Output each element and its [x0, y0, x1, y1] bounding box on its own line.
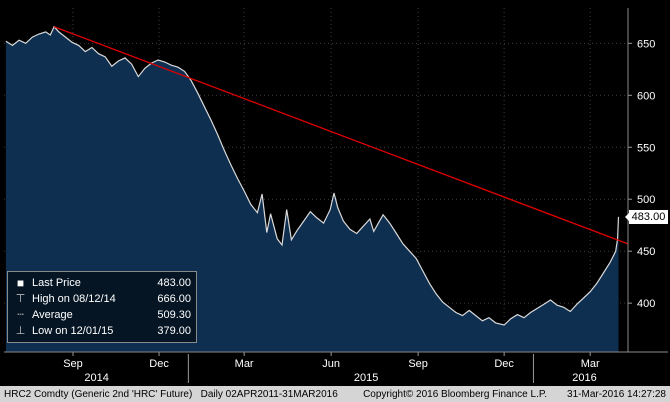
x-tick-label: Sep: [408, 358, 428, 370]
price-line: [5, 25, 620, 326]
price-chart: 400 450 500 550 600 650 Sep Dec Mar Jun Sep Dec Mar 2…: [4, 8, 668, 384]
year-label: 2014: [84, 372, 108, 384]
price-area: [5, 26, 619, 352]
legend-label: Low on 12/01/15: [32, 325, 114, 337]
year-label: 2016: [572, 372, 596, 384]
x-tick-label: Mar: [235, 358, 254, 370]
legend-label: High on 08/12/14: [32, 293, 116, 305]
x-tick-label: Sep: [63, 358, 83, 370]
legend-label: Average: [32, 309, 73, 321]
legend-row-low: ⊥ Low on 12/01/15 379.00: [13, 323, 191, 339]
y-tick-label: 550: [637, 142, 655, 154]
legend-value: 666.00: [157, 293, 191, 305]
legend-label: Last Price: [32, 277, 81, 289]
legend-value: 379.00: [157, 325, 191, 337]
y-tick-label: 600: [637, 90, 655, 102]
y-tick-label: 450: [637, 246, 655, 258]
last-price-tag: 483.00: [625, 210, 668, 224]
x-tick-label: Dec: [149, 358, 169, 370]
low-marker-icon: ⊥: [15, 325, 26, 337]
y-tick-label: 500: [637, 194, 655, 206]
year-label: 2015: [354, 372, 378, 384]
legend-value: 483.00: [157, 277, 191, 289]
timestamp: 31-Mar-2016 14:27:28: [567, 388, 666, 400]
chart-legend: ■ Last Price 483.00 ⊤ High on 08/12/14 6…: [7, 271, 197, 343]
legend-row-last-price: ■ Last Price 483.00: [13, 275, 191, 291]
trendline: [53, 26, 629, 245]
x-tick-label: Jun: [322, 358, 340, 370]
status-bar: HRC2 Comdty (Generic 2nd 'HRC' Future) D…: [0, 386, 670, 402]
y-tick-label: 650: [637, 38, 655, 50]
last-price-icon: ■: [16, 276, 25, 290]
copyright-text: Copyright© 2016 Bloomberg Finance L.P.: [363, 388, 548, 400]
instrument-description: HRC2 Comdty (Generic 2nd 'HRC' Future) D…: [4, 388, 338, 400]
x-tick-label: Dec: [494, 358, 514, 370]
y-tick-label: 400: [637, 298, 655, 310]
legend-row-high: ⊤ High on 08/12/14 666.00: [13, 291, 191, 307]
legend-row-average: ┄ Average 509.30: [13, 307, 191, 323]
legend-value: 509.30: [157, 309, 191, 321]
average-marker-icon: ┄: [17, 309, 24, 321]
x-tick-label: Mar: [581, 358, 600, 370]
high-marker-icon: ⊤: [15, 293, 26, 305]
